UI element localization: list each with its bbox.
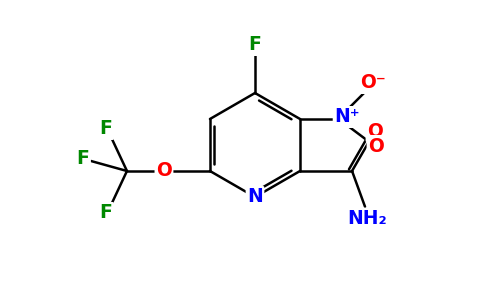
Text: O: O	[156, 161, 172, 181]
Text: F: F	[249, 35, 261, 55]
Text: N⁺: N⁺	[334, 107, 360, 127]
Text: F: F	[76, 149, 90, 169]
Text: O⁻: O⁻	[360, 74, 386, 92]
Text: F: F	[100, 203, 112, 223]
Text: O: O	[368, 136, 384, 155]
Text: NH₂: NH₂	[347, 209, 387, 228]
Text: F: F	[100, 119, 112, 139]
Text: N: N	[247, 188, 263, 206]
Text: O: O	[367, 122, 383, 141]
